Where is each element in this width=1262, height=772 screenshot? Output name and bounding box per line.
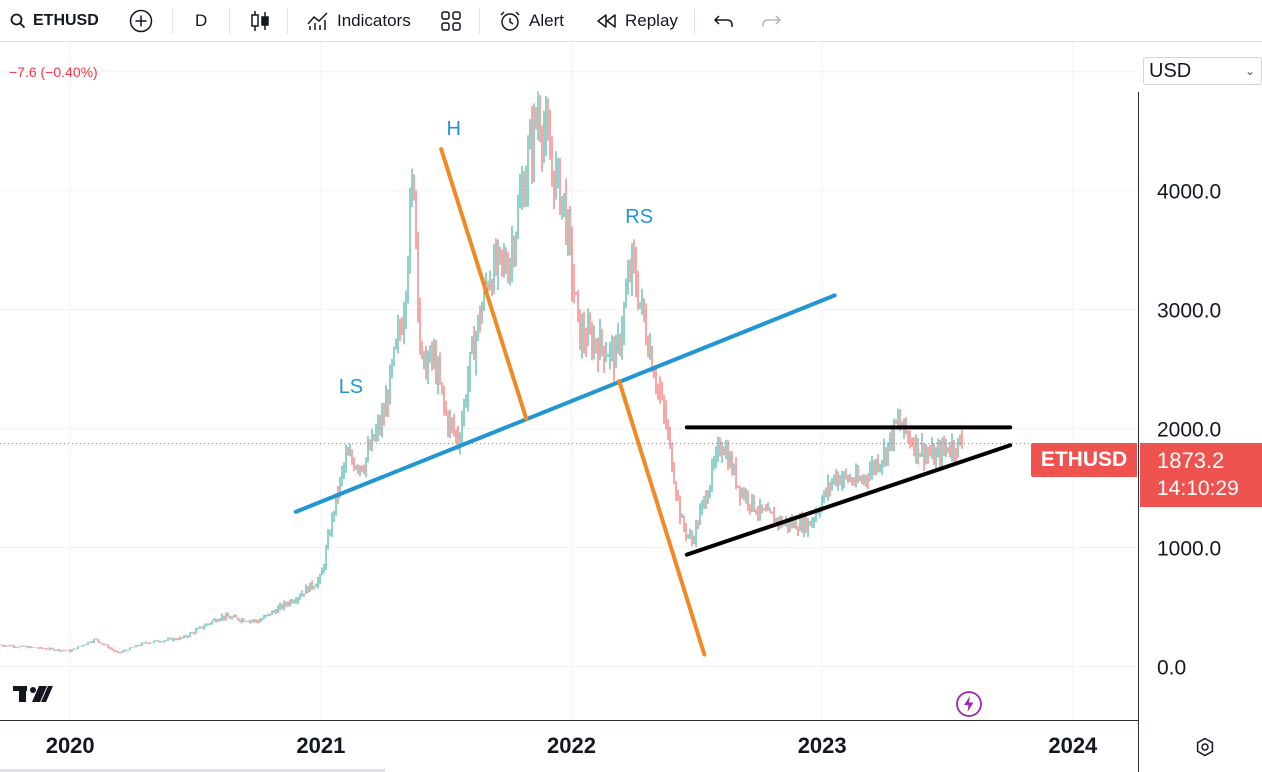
- toolbar-divider: [172, 8, 173, 34]
- undo-icon: [713, 15, 733, 27]
- y-tick-label: 1000.0: [1157, 538, 1221, 561]
- annotation-rs: RS: [625, 206, 653, 228]
- price-change: −7.6 (−0.40%): [9, 64, 98, 80]
- symbol-search-button[interactable]: ETHUSD: [10, 0, 99, 42]
- breakdown-target-line[interactable]: [617, 379, 707, 657]
- lightning-icon[interactable]: [955, 690, 983, 718]
- axes[interactable]: 5000.04000.03000.02000.01000.00.02020202…: [0, 62, 1262, 772]
- grid: [0, 42, 1138, 720]
- x-tick-label: 2022: [547, 733, 596, 758]
- x-tick-label: 2021: [296, 733, 345, 758]
- candles-icon: [251, 11, 269, 31]
- interval-label: D: [195, 11, 208, 30]
- currency-label: USD: [1149, 59, 1192, 82]
- redo-button[interactable]: [760, 0, 782, 42]
- symbol-price-tag: ETHUSD: [1031, 443, 1137, 477]
- alarm-clock-icon: [500, 11, 520, 31]
- x-tick-label: 2020: [46, 733, 95, 758]
- search-icon: [10, 13, 26, 29]
- compare-button[interactable]: [129, 0, 153, 42]
- grid-icon: [441, 11, 461, 31]
- annotation-h: H: [446, 118, 460, 140]
- bar-countdown: 14:10:29: [1157, 477, 1239, 500]
- annotations: LS H RS: [339, 118, 653, 398]
- last-price-tag: 1873.2 14:10:29: [1140, 443, 1262, 507]
- toolbar-divider: [229, 8, 230, 34]
- candles: [0, 91, 963, 654]
- y-tick-label: 2000.0: [1157, 419, 1221, 442]
- y-tick-label: 3000.0: [1157, 300, 1221, 323]
- undo-button[interactable]: [713, 0, 735, 42]
- toolbar-divider: [694, 8, 695, 34]
- y-tick-label: 4000.0: [1157, 181, 1221, 204]
- replay-button[interactable]: Replay: [596, 0, 678, 42]
- templates-button[interactable]: [440, 0, 462, 42]
- alert-label: Alert: [529, 11, 564, 30]
- drawings[interactable]: [0, 147, 1138, 657]
- alert-button[interactable]: Alert: [498, 0, 564, 42]
- tradingview-logo[interactable]: [13, 684, 53, 704]
- symbol-tag-label: ETHUSD: [1040, 448, 1128, 471]
- symbol-label: ETHUSD: [33, 12, 99, 29]
- x-tick-label: 2024: [1048, 733, 1098, 758]
- indicators-button[interactable]: Indicators: [306, 0, 411, 42]
- interval-button[interactable]: D: [195, 0, 207, 42]
- indicators-icon: [307, 12, 328, 30]
- x-tick-label: 2023: [798, 733, 847, 758]
- chevron-down-icon: ⌄: [1244, 64, 1255, 78]
- head-height-line[interactable]: [439, 147, 529, 422]
- chart-type-button[interactable]: [249, 0, 271, 42]
- replay-label: Replay: [625, 11, 678, 30]
- indicators-label: Indicators: [337, 11, 411, 30]
- currency-select[interactable]: USD ⌄: [1143, 57, 1262, 85]
- annotation-ls: LS: [339, 376, 363, 398]
- triangle-bottom-line[interactable]: [684, 443, 1013, 557]
- rewind-icon: [597, 14, 616, 28]
- last-price-value: 1873.2: [1157, 448, 1225, 473]
- redo-icon: [762, 15, 782, 27]
- settings-icon[interactable]: [1195, 737, 1215, 757]
- price-axis[interactable]: [1138, 92, 1262, 720]
- y-tick-label: 0.0: [1157, 656, 1186, 679]
- toolbar-divider: [479, 8, 480, 34]
- toolbar-divider: [287, 8, 288, 34]
- top-toolbar: ETHUSD D Indicators: [0, 0, 1262, 42]
- plus-circle-icon: [129, 9, 153, 33]
- neckline-line[interactable]: [293, 293, 837, 514]
